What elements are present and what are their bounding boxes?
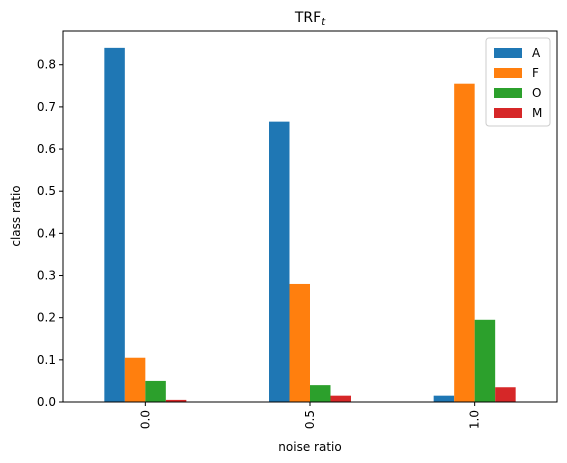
legend-swatch-F: [494, 68, 522, 78]
plot-frame: [62, 30, 558, 403]
y-tick-label: 0.2: [37, 311, 56, 325]
x-axis: 0.0 0.5 1.0: [138, 402, 482, 429]
bar-O-1.0: [474, 319, 496, 402]
bars-group: [104, 47, 516, 403]
x-tick-label: 0.0: [138, 410, 152, 429]
chart-title-main: TRF: [294, 10, 321, 26]
legend-label-O: O: [532, 86, 541, 100]
bar-O-0.5: [310, 385, 331, 402]
legend-label-F: F: [532, 66, 539, 80]
legend-label-M: M: [532, 106, 542, 120]
legend-swatch-A: [494, 48, 522, 58]
bar-F-0.5: [289, 283, 310, 402]
bar-F-0.0: [124, 357, 146, 402]
bar-O-0.0: [145, 380, 166, 402]
y-tick-label: 0.7: [37, 100, 56, 114]
bar-M-0.0: [165, 399, 187, 402]
legend-label-A: A: [532, 46, 541, 60]
y-tick-label: 0.5: [37, 184, 56, 198]
y-tick-label: 0.4: [37, 226, 56, 240]
y-tick-label: 0.0: [37, 395, 56, 409]
y-axis-label: class ratio: [9, 185, 23, 246]
bar-M-1.0: [495, 387, 516, 402]
y-tick-label: 0.1: [37, 353, 56, 367]
bar-A-1.0: [433, 395, 455, 402]
y-tick-label: 0.8: [37, 58, 56, 72]
y-tick-label: 0.3: [37, 269, 56, 283]
chart-title: TRFt: [294, 10, 326, 28]
bar-M-0.5: [330, 395, 351, 402]
bar-A-0.0: [104, 47, 125, 402]
legend-swatch-O: [494, 88, 522, 98]
legend-box: [485, 37, 551, 127]
x-tick-label: 0.5: [303, 410, 317, 429]
y-axis: 0.0 0.1 0.2 0.3 0.4 0.5 0.6 0.7 0.8: [37, 58, 63, 409]
x-axis-label: noise ratio: [278, 440, 341, 454]
y-tick-label: 0.6: [37, 142, 56, 156]
x-tick-label: 1.0: [468, 410, 482, 429]
bar-A-0.5: [269, 121, 290, 403]
bar-F-1.0: [454, 83, 475, 403]
chart-title-subscript: t: [321, 17, 326, 28]
legend-swatch-M: [494, 108, 522, 118]
